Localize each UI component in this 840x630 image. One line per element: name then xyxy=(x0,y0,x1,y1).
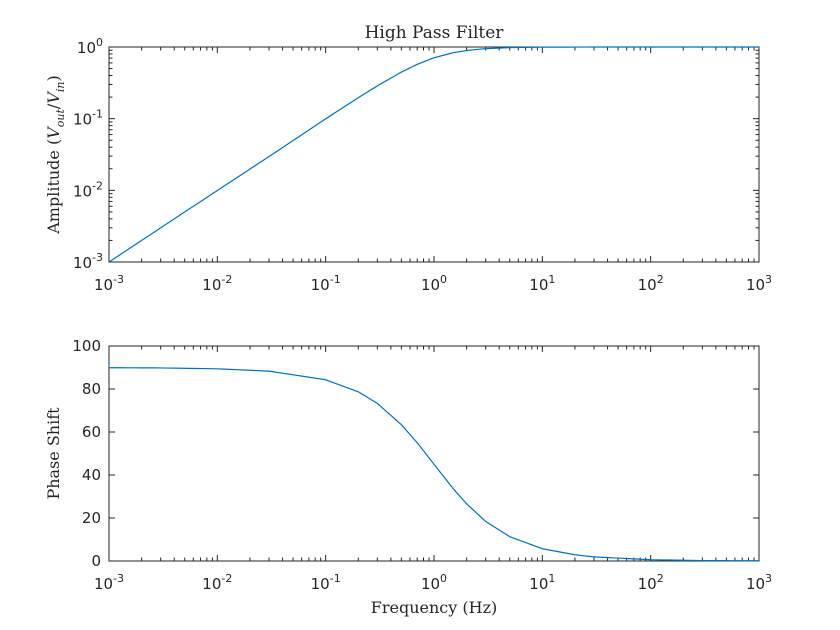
x-tick-label: 101 xyxy=(529,572,555,593)
y-tick-base: 10 xyxy=(73,254,92,272)
x-tick-exponent: -2 xyxy=(221,572,232,585)
series-line xyxy=(108,367,760,562)
x-tick-base: 10 xyxy=(421,276,440,294)
chart-title: High Pass Filter xyxy=(365,23,505,43)
x-tick-base: 10 xyxy=(638,276,657,294)
x-tick-base: 10 xyxy=(529,575,548,593)
x-tick-label: 102 xyxy=(638,273,664,294)
series-line xyxy=(108,46,759,263)
y-tick-label: 10-2 xyxy=(73,179,103,200)
y-tick-label: 10-1 xyxy=(73,108,103,129)
x-tick-base: 10 xyxy=(94,276,113,294)
x-tick-base: 10 xyxy=(202,575,221,593)
x-tick-exponent: -3 xyxy=(113,273,124,286)
x-tick-exponent: 3 xyxy=(765,572,772,585)
y-tick-label: 40 xyxy=(82,466,101,484)
x-tick-label: 103 xyxy=(746,273,772,294)
y-axis-label: Amplitude (Vout/Vin) xyxy=(44,75,67,235)
x-tick-base: 10 xyxy=(421,575,440,593)
x-tick-label: 10-1 xyxy=(311,273,341,294)
x-tick-exponent: 2 xyxy=(657,273,664,286)
x-tick-exponent: 1 xyxy=(548,273,555,286)
x-tick-label: 10-2 xyxy=(202,572,232,593)
y-label-part: Amplitude ( xyxy=(44,139,63,235)
x-tick-exponent: 0 xyxy=(440,273,447,286)
x-tick-exponent: 2 xyxy=(657,572,664,585)
x-tick-base: 10 xyxy=(311,575,330,593)
x-tick-exponent: -3 xyxy=(113,572,124,585)
x-tick-base: 10 xyxy=(638,575,657,593)
phase-subplot: 10-3 10-2 10-1 100 101 102 103020406080100Freq… xyxy=(44,337,772,617)
y-tick-label: 20 xyxy=(82,509,101,527)
y-tick-label: 100 xyxy=(72,337,101,355)
axes-box xyxy=(108,345,760,562)
x-tick-base: 10 xyxy=(311,276,330,294)
y-tick-base: 10 xyxy=(77,39,96,57)
x-tick-label: 10-3 xyxy=(94,273,124,294)
y-label-part: out xyxy=(54,108,67,127)
y-tick-exponent: -1 xyxy=(92,108,103,121)
x-tick-exponent: 1 xyxy=(548,572,555,585)
x-tick-base: 10 xyxy=(94,575,113,593)
x-tick-label: 103 xyxy=(746,572,772,593)
y-tick-label: 60 xyxy=(82,423,101,441)
y-tick-base: 10 xyxy=(73,182,92,200)
y-label-part: V xyxy=(44,126,63,139)
y-label-part: ) xyxy=(44,75,63,81)
x-tick-base: 10 xyxy=(529,276,548,294)
x-tick-base: 10 xyxy=(746,276,765,294)
axes-box xyxy=(108,46,760,263)
x-tick-exponent: -1 xyxy=(330,572,341,585)
y-label-part: V xyxy=(44,91,63,104)
y-tick-label: 0 xyxy=(91,552,101,570)
y-tick-exponent: -3 xyxy=(92,251,103,264)
y-tick-label: 80 xyxy=(82,380,101,398)
y-tick-exponent: 0 xyxy=(96,36,103,49)
y-tick-base: 10 xyxy=(73,111,92,129)
x-tick-label: 100 xyxy=(421,572,447,593)
x-tick-label: 100 xyxy=(421,273,447,294)
x-tick-exponent: 0 xyxy=(440,572,447,585)
x-axis-label: Frequency (Hz) xyxy=(371,598,498,617)
x-tick-label: 10-1 xyxy=(311,572,341,593)
x-tick-label: 101 xyxy=(529,273,555,294)
x-tick-exponent: 3 xyxy=(765,273,772,286)
y-label-part: / xyxy=(44,103,63,109)
x-tick-base: 10 xyxy=(202,276,221,294)
x-tick-base: 10 xyxy=(746,575,765,593)
x-tick-label: 10-3 xyxy=(94,572,124,593)
y-tick-exponent: -2 xyxy=(92,179,103,192)
y-label-part: in xyxy=(54,82,67,93)
y-axis-label: Phase Shift xyxy=(44,407,63,500)
y-tick-label: 10-3 xyxy=(73,251,103,272)
y-tick-label: 100 xyxy=(77,36,103,57)
x-tick-exponent: -1 xyxy=(330,273,341,286)
x-tick-exponent: -2 xyxy=(221,273,232,286)
x-tick-label: 10-2 xyxy=(202,273,232,294)
x-tick-label: 102 xyxy=(638,572,664,593)
